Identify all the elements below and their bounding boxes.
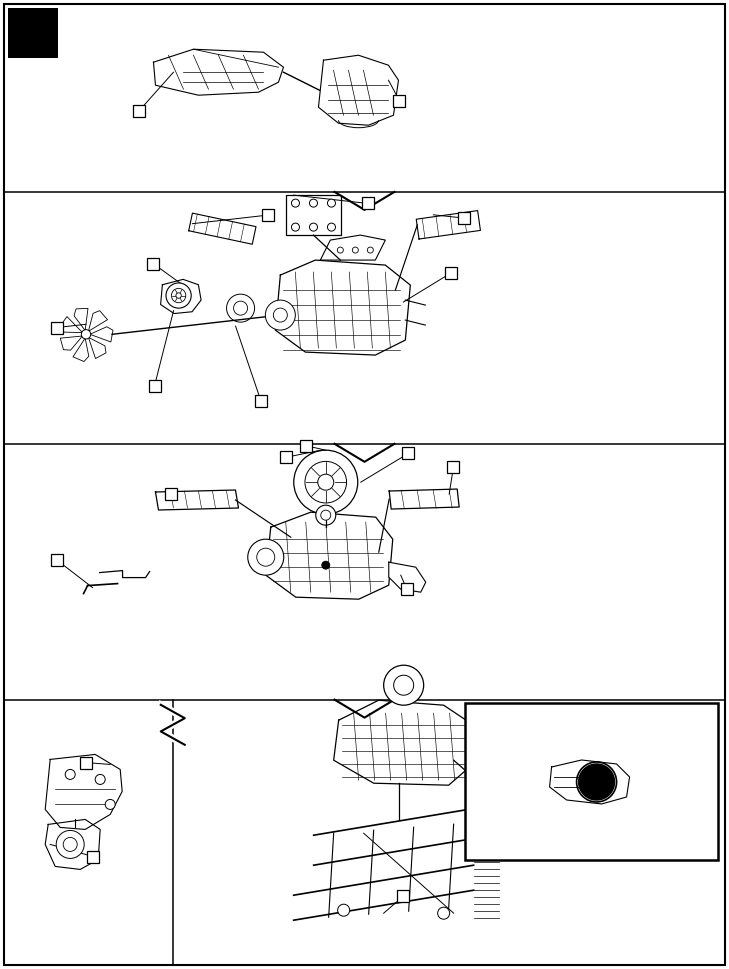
Polygon shape	[88, 311, 107, 331]
Circle shape	[227, 295, 254, 322]
Bar	[147, 258, 159, 269]
Circle shape	[294, 451, 358, 515]
Circle shape	[63, 837, 77, 852]
Circle shape	[166, 283, 191, 308]
Bar	[401, 583, 413, 595]
Circle shape	[265, 300, 295, 330]
Bar	[255, 395, 267, 407]
Circle shape	[310, 199, 317, 207]
Bar	[397, 891, 409, 902]
Circle shape	[56, 830, 84, 859]
Polygon shape	[61, 336, 82, 350]
Bar	[280, 452, 292, 463]
Polygon shape	[74, 308, 88, 330]
Circle shape	[437, 907, 450, 920]
Circle shape	[233, 301, 248, 315]
Bar	[8, 8, 58, 58]
Polygon shape	[90, 327, 113, 342]
Circle shape	[338, 247, 343, 253]
Polygon shape	[155, 490, 238, 510]
Bar	[51, 322, 63, 333]
Circle shape	[82, 329, 90, 339]
Polygon shape	[334, 701, 474, 785]
Circle shape	[171, 289, 186, 302]
Circle shape	[176, 293, 182, 298]
Bar	[133, 106, 144, 117]
Circle shape	[292, 199, 300, 207]
Circle shape	[579, 764, 615, 800]
Bar	[394, 95, 405, 107]
Circle shape	[394, 675, 413, 695]
Circle shape	[321, 510, 331, 520]
Bar	[80, 757, 92, 768]
Polygon shape	[416, 210, 480, 239]
Circle shape	[383, 665, 424, 705]
Polygon shape	[45, 820, 100, 869]
Polygon shape	[550, 760, 630, 804]
Circle shape	[95, 774, 105, 785]
Circle shape	[338, 904, 350, 917]
Polygon shape	[189, 213, 256, 244]
Bar	[362, 198, 374, 209]
Circle shape	[318, 474, 334, 490]
Bar	[262, 209, 273, 221]
Bar	[87, 851, 99, 862]
Polygon shape	[154, 49, 284, 95]
Bar	[300, 440, 312, 452]
Bar	[286, 195, 341, 235]
Circle shape	[327, 223, 335, 232]
Circle shape	[273, 308, 287, 322]
Polygon shape	[160, 279, 201, 314]
Polygon shape	[88, 337, 106, 359]
Circle shape	[367, 247, 373, 253]
Circle shape	[105, 799, 115, 809]
Circle shape	[327, 199, 335, 207]
Circle shape	[65, 769, 75, 779]
Circle shape	[310, 223, 317, 232]
Circle shape	[352, 247, 359, 253]
Bar	[402, 448, 414, 459]
Bar	[465, 703, 718, 860]
Circle shape	[257, 548, 275, 566]
Circle shape	[292, 223, 300, 232]
Polygon shape	[320, 235, 386, 260]
Polygon shape	[276, 260, 410, 355]
Polygon shape	[45, 755, 122, 829]
Polygon shape	[73, 338, 89, 361]
Polygon shape	[389, 489, 459, 509]
Polygon shape	[389, 562, 426, 592]
Circle shape	[321, 561, 330, 569]
Circle shape	[305, 461, 346, 503]
Bar	[448, 461, 459, 473]
Bar	[445, 267, 456, 279]
Bar	[51, 554, 63, 566]
Circle shape	[316, 505, 336, 525]
Polygon shape	[60, 317, 82, 332]
Circle shape	[248, 539, 284, 576]
Bar	[458, 212, 469, 224]
Polygon shape	[319, 55, 399, 125]
Bar	[165, 488, 177, 500]
Polygon shape	[266, 513, 393, 599]
Bar	[149, 380, 160, 391]
